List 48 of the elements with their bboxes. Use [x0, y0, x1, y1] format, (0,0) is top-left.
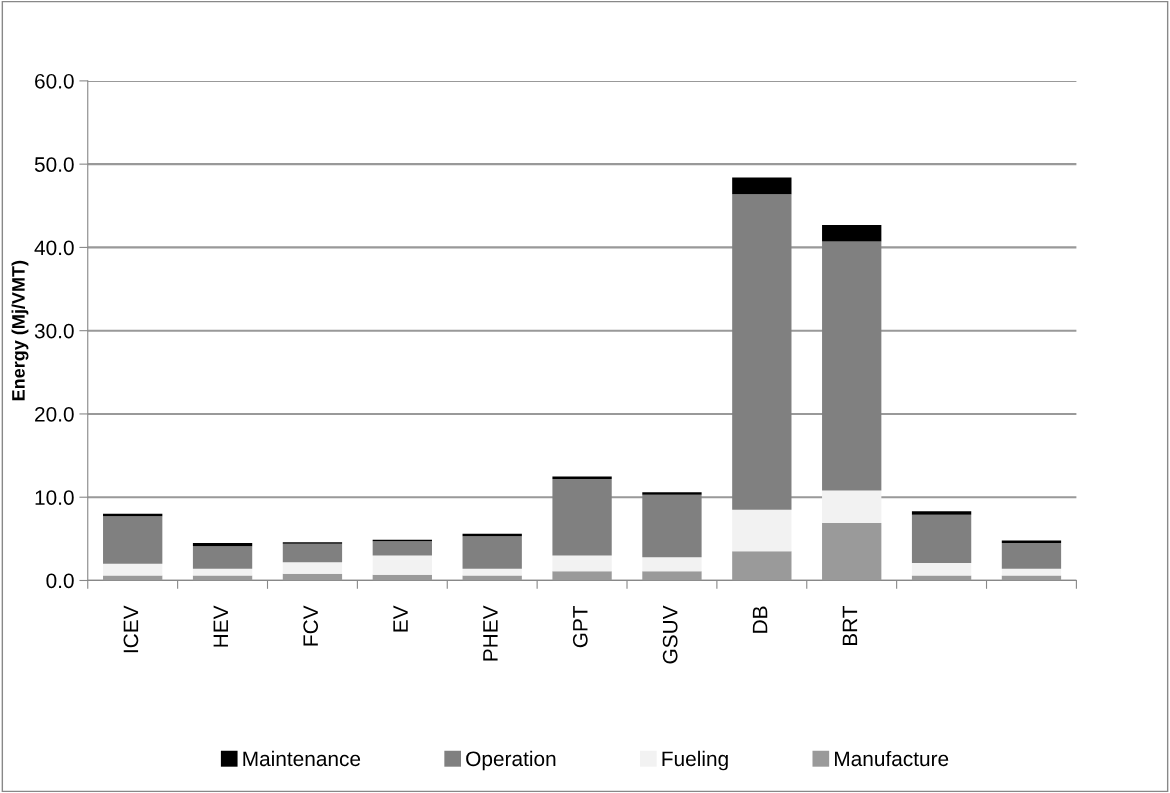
- x-tick-label: GSUV: [662, 605, 678, 664]
- bar: [911, 511, 972, 515]
- bar: [103, 563, 163, 576]
- y-tick-label: 40.0: [34, 240, 74, 256]
- bar: [642, 557, 702, 572]
- y-tick-label: 60.0: [35, 73, 74, 89]
- bar: [822, 241, 882, 491]
- bar: [462, 536, 522, 569]
- y-tick-label: 50.0: [34, 157, 74, 172]
- y-tick-label: 10.0: [35, 490, 74, 505]
- y-tick-label: 0.0: [46, 573, 74, 589]
- bar: [732, 194, 792, 510]
- bar: [462, 568, 522, 576]
- y-tick-label: 20.0: [35, 406, 74, 422]
- x-tick-label: PHEV: [483, 605, 498, 661]
- bar: [1001, 543, 1062, 569]
- x-tick-label: BRT: [842, 605, 858, 646]
- bar: [822, 224, 882, 242]
- bar: [372, 555, 432, 575]
- bar: [372, 541, 432, 556]
- bar: [282, 543, 343, 563]
- bar: [911, 562, 972, 576]
- bar: [552, 478, 612, 556]
- x-tick-label: GPT: [572, 605, 588, 648]
- x-tick-label: ICEV: [123, 605, 139, 653]
- x-tick-label: DB: [752, 606, 768, 633]
- bar: [642, 494, 702, 558]
- legend-label: Maintenance: [243, 750, 361, 767]
- bar: [732, 509, 792, 552]
- legend-label: Manufacture: [835, 750, 949, 767]
- bar: [552, 555, 612, 572]
- bar: [282, 562, 343, 574]
- y-tick-label: 30.0: [34, 323, 74, 339]
- x-tick-label: FCV: [303, 605, 319, 646]
- bar: [103, 516, 163, 564]
- bar: [192, 546, 253, 569]
- bar: [732, 177, 792, 195]
- bar: [192, 568, 253, 576]
- x-tick-label: EV: [393, 605, 408, 632]
- bar: [552, 476, 612, 479]
- y-axis-title: Energy (Mj/VMT): [11, 260, 29, 401]
- bar: [1001, 568, 1062, 576]
- x-tick-label: HEV: [213, 605, 228, 647]
- bar: [822, 490, 882, 524]
- bar: [911, 514, 972, 563]
- legend-label: Operation: [466, 750, 556, 771]
- bar: [642, 492, 702, 495]
- legend-label: Fueling: [662, 750, 728, 771]
